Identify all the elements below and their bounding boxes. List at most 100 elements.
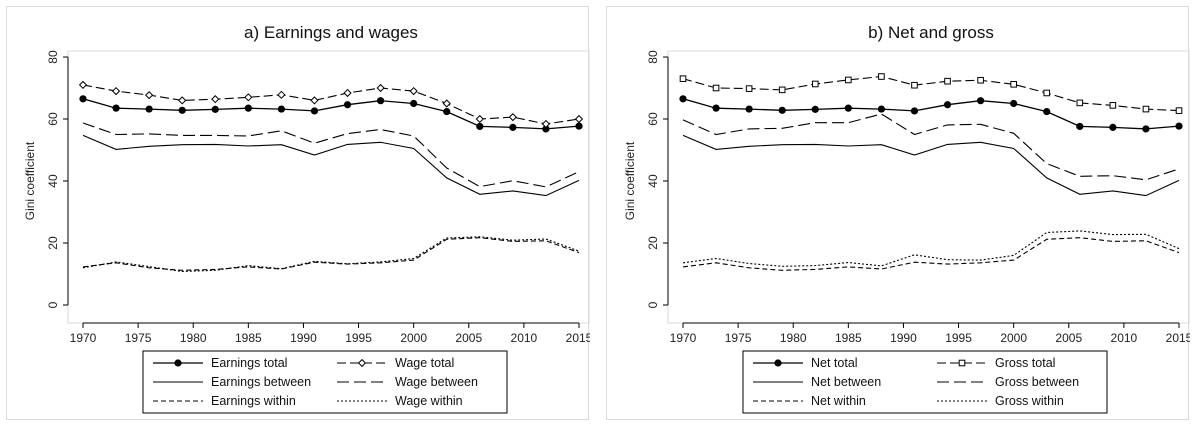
data-point-gross-total: [1076, 99, 1084, 107]
series-wage-total: [78, 80, 584, 129]
data-point-earnings-total: [542, 125, 550, 133]
data-point-gross-total: [944, 77, 951, 85]
legend-item-gross-total: Gross total: [937, 356, 1055, 370]
data-point-gross-total: [845, 76, 852, 84]
data-point-wage-total: [277, 90, 286, 99]
y-tick-label: 40: [646, 174, 660, 188]
data-point-net-total: [1175, 122, 1183, 130]
data-point-wage-total: [111, 86, 121, 96]
series-line-wage-between: [82, 122, 580, 188]
legend-item-net-total: Net total: [753, 356, 858, 370]
data-point-net-total: [811, 105, 819, 113]
legend-item-net-between: Net between: [753, 375, 881, 389]
data-point-earnings-total: [476, 122, 484, 131]
y-tick-label: 20: [646, 236, 660, 250]
legend-item-wage-total: Wage total: [337, 356, 454, 370]
y-tick-label: 60: [46, 112, 60, 126]
y-tick-label: 60: [646, 112, 660, 126]
data-point-gross-total: [1109, 102, 1117, 109]
data-point-net-total: [910, 107, 919, 115]
x-tick-label: 1985: [235, 331, 262, 345]
x-tick-label: 2010: [511, 331, 538, 345]
series-line-gross-total: [682, 75, 1180, 112]
x-tick-label: 1995: [345, 331, 372, 345]
y-axis-label: Gini coefficient: [23, 141, 37, 220]
series-line-gross-within: [682, 230, 1180, 267]
data-point-earnings-total: [211, 105, 219, 113]
legend-label: Net within: [811, 394, 866, 408]
data-point-earnings-total: [343, 101, 352, 109]
legend-marker: [357, 358, 367, 368]
y-tick-label: 0: [46, 301, 60, 308]
data-point-net-total: [844, 104, 852, 112]
series-net-within: [682, 237, 1180, 271]
legend-label: Gross within: [995, 394, 1064, 408]
y-tick-label: 80: [46, 50, 60, 64]
panel-net-and-gross: b) Net and gross 0 20 40 60 80 Gini coefficien…: [606, 6, 1190, 420]
data-point-wage-total: [409, 86, 418, 96]
y-axis-label: Gini coefficient: [623, 141, 637, 220]
x-tick-label: 2010: [1111, 331, 1138, 345]
legend-label: Earnings total: [211, 356, 287, 370]
legend-item-net-within: Net within: [753, 394, 866, 408]
x-tick-label: 1970: [70, 331, 97, 345]
legend-item-earnings-within: Earnings within: [153, 394, 296, 408]
y-tick-label: 20: [46, 236, 60, 250]
x-tick-label: 1970: [670, 331, 697, 345]
panel-earnings-and-wages: a) Earnings and wages 0 20 40 60 80 Gini coeff…: [6, 6, 590, 420]
legend-label: Wage total: [395, 356, 454, 370]
data-point-gross-total: [1175, 107, 1183, 114]
legend-item-earnings-between: Earnings between: [153, 375, 311, 389]
data-point-net-total: [1010, 99, 1018, 108]
x-tick-label: 2000: [400, 331, 427, 345]
series-line-net-total: [682, 98, 1180, 130]
legend-item-wage-within: Wage within: [337, 394, 463, 408]
data-point-gross-total: [712, 84, 720, 92]
y-tick-label: 0: [646, 301, 660, 308]
legend-item-wage-between: Wage between: [337, 375, 478, 389]
data-point-wage-total: [376, 83, 385, 93]
series-earnings-within: [82, 237, 580, 271]
x-tick-label: 1980: [180, 331, 207, 345]
data-point-net-total: [977, 97, 985, 105]
data-point-wage-total: [475, 114, 484, 124]
data-point-net-total: [943, 101, 952, 109]
legend-label: Gross between: [995, 375, 1079, 389]
data-point-wage-total: [78, 80, 88, 90]
legend-marker: [174, 359, 182, 367]
data-point-earnings-total: [377, 97, 385, 105]
series-gross-within: [682, 230, 1180, 267]
series-line-earnings-between: [82, 134, 580, 197]
x-tick-label: 2005: [455, 331, 482, 345]
chart-title: b) Net and gross: [868, 23, 994, 42]
data-point-earnings-total: [178, 106, 186, 114]
data-point-earnings-total: [509, 123, 517, 131]
x-tick-label: 1990: [890, 331, 917, 345]
series-line-earnings-within: [82, 237, 580, 271]
legend-label: Net between: [811, 375, 881, 389]
data-point-earnings-total: [244, 104, 252, 112]
data-point-net-total: [745, 105, 753, 113]
data-point-wage-total: [541, 119, 551, 129]
series-net-between: [682, 134, 1180, 197]
x-tick-label: 1975: [725, 331, 752, 345]
data-point-gross-total: [1043, 89, 1051, 97]
data-point-earnings-total: [112, 104, 120, 112]
legend-box: [742, 350, 1108, 414]
data-point-gross-total: [977, 76, 984, 84]
data-point-wage-total: [145, 91, 154, 100]
series-line-wage-total: [82, 84, 580, 125]
data-point-wage-total: [310, 96, 319, 105]
series-gross-between: [682, 113, 1180, 181]
series-line-net-between: [682, 134, 1180, 197]
data-point-net-total: [1076, 122, 1084, 131]
data-point-wage-total: [442, 99, 451, 108]
legend-marker: [774, 359, 782, 367]
x-tick-label: 2015: [566, 331, 590, 345]
data-point-gross-total: [811, 80, 819, 88]
plot-region: [67, 50, 590, 324]
x-tick-label: 2005: [1055, 331, 1082, 345]
series-line-earnings-total: [82, 98, 580, 130]
data-point-earnings-total: [79, 95, 87, 103]
data-point-wage-total: [244, 93, 253, 102]
